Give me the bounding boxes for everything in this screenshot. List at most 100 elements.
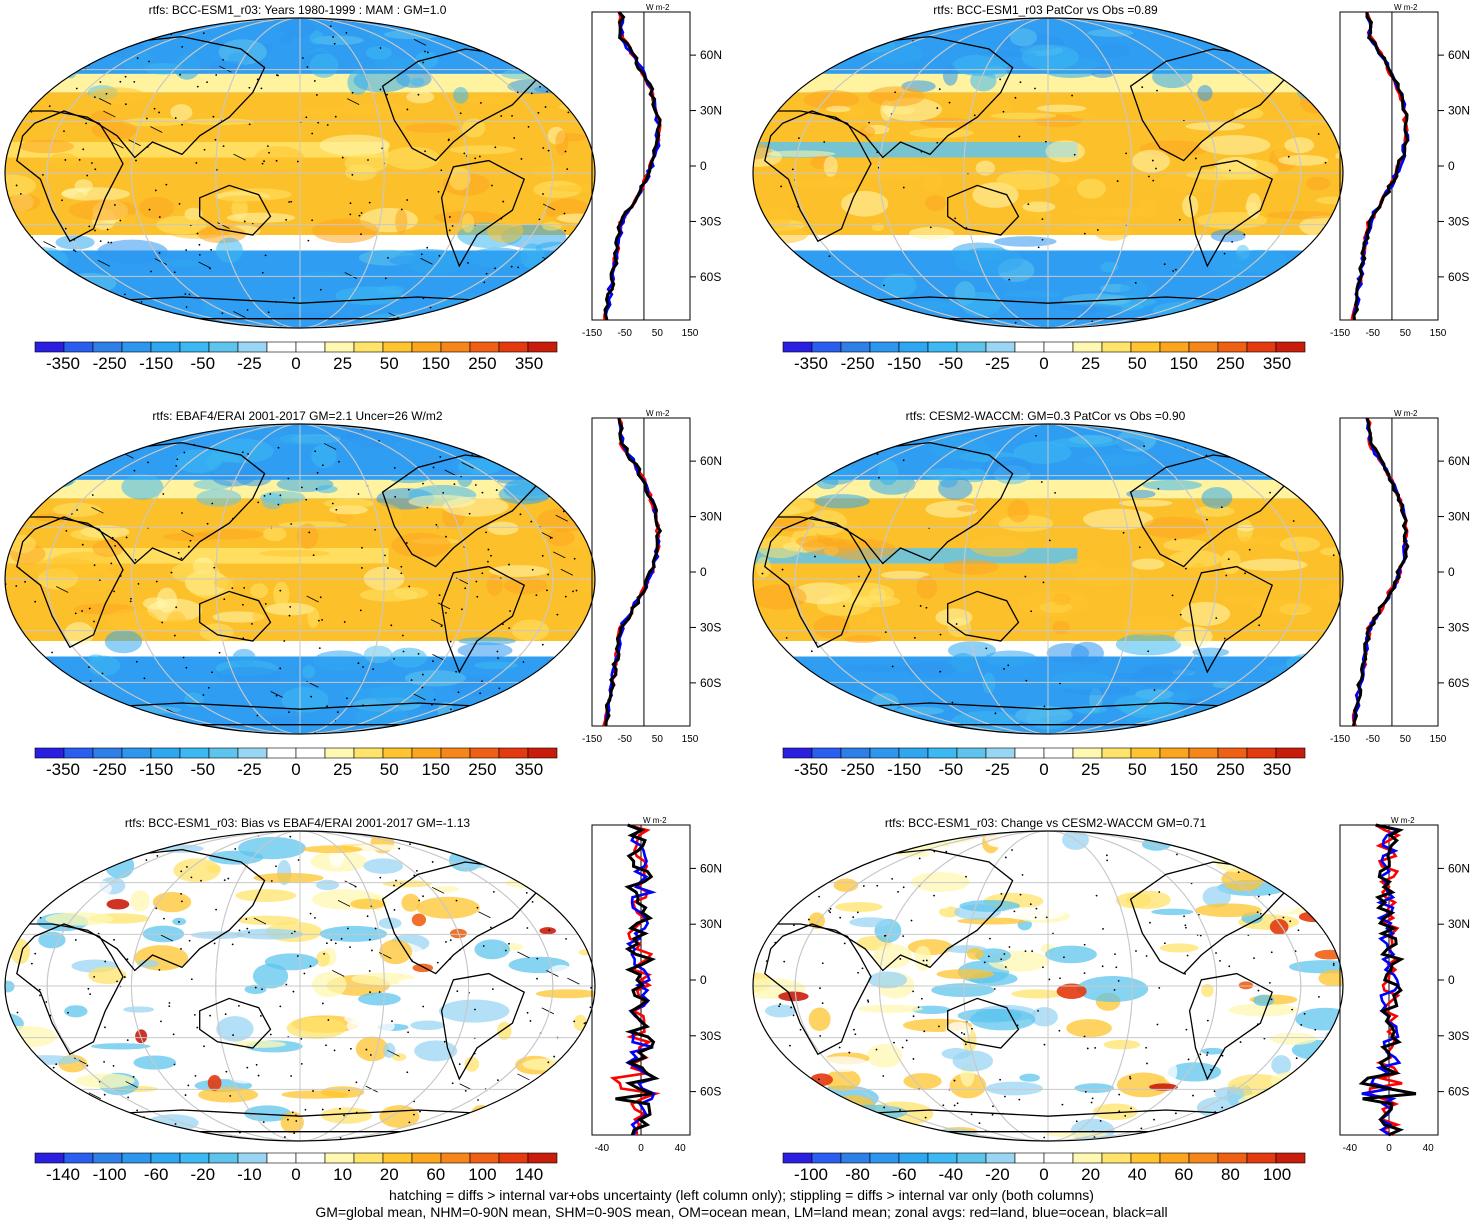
stipple-dot bbox=[95, 299, 98, 302]
field-patch bbox=[1292, 483, 1343, 493]
stipple-dot bbox=[1243, 1112, 1246, 1115]
meridian-gridline bbox=[130, 831, 470, 1141]
field-patch bbox=[1201, 983, 1214, 998]
stipple-dot bbox=[266, 145, 269, 148]
stipple-dot bbox=[132, 1075, 135, 1078]
field-patch bbox=[173, 858, 221, 883]
stipple-dot bbox=[482, 945, 485, 947]
field-patch bbox=[209, 60, 244, 73]
field-patch bbox=[1131, 558, 1165, 570]
colorbar-cell bbox=[34, 747, 65, 759]
stipple-dot bbox=[1000, 892, 1003, 895]
field-patch bbox=[432, 309, 490, 328]
stipple-dot bbox=[449, 640, 452, 643]
stipple-dot bbox=[1317, 133, 1320, 135]
stipple-dot bbox=[843, 605, 845, 607]
field-patch bbox=[264, 953, 319, 971]
stipple-dot bbox=[126, 958, 129, 961]
stipple-dot bbox=[491, 184, 493, 187]
field-patch bbox=[112, 832, 134, 845]
stipple-dot bbox=[270, 880, 273, 882]
stipple-dot bbox=[174, 117, 177, 119]
field-patch bbox=[45, 912, 114, 926]
field-patch bbox=[401, 893, 421, 912]
zonal-tick-label: -150 bbox=[582, 734, 602, 745]
stipple-dot bbox=[146, 117, 148, 120]
stipple-dot bbox=[515, 845, 517, 848]
stipple-dot bbox=[92, 51, 95, 53]
stipple-dot bbox=[76, 509, 79, 511]
stipple-dot bbox=[1061, 1103, 1064, 1106]
colorbar-cell bbox=[440, 747, 471, 759]
stipple-dot bbox=[526, 927, 529, 929]
stipple-dot bbox=[1156, 89, 1158, 92]
colorbar-cell bbox=[1217, 1152, 1248, 1164]
panel-title: rtfs: EBAF4/ERAI 2001-2017 GM=2.1 Uncer=… bbox=[152, 409, 443, 423]
field-patch bbox=[259, 550, 330, 557]
field-patch bbox=[5, 1061, 31, 1077]
stipple-dot bbox=[209, 1014, 212, 1017]
stipple-dot bbox=[134, 314, 136, 316]
stipple-dot bbox=[1299, 266, 1302, 268]
stipple-dot bbox=[64, 159, 67, 161]
colorbar-label: -60 bbox=[144, 1165, 169, 1184]
field-patch bbox=[250, 583, 268, 599]
stipple-dot bbox=[400, 572, 403, 575]
zonal-frame bbox=[1339, 417, 1439, 727]
stipple-dot bbox=[368, 201, 371, 204]
stipple-dot bbox=[902, 459, 905, 462]
stipple-dot bbox=[573, 557, 576, 560]
stipple-dot bbox=[1129, 1077, 1132, 1080]
stipple-dot bbox=[101, 672, 104, 675]
hatch-mark bbox=[517, 1073, 530, 1081]
field-patch bbox=[858, 125, 876, 138]
stipple-dot bbox=[924, 1116, 927, 1119]
field-patch bbox=[1088, 918, 1124, 933]
colorbar-cell bbox=[469, 341, 500, 353]
colorbar-cell bbox=[382, 1152, 413, 1164]
stipple-dot bbox=[866, 1123, 869, 1126]
stipple-dot bbox=[1220, 506, 1223, 509]
colorbar-cell bbox=[266, 341, 297, 353]
stipple-dot bbox=[426, 246, 429, 249]
field-patch bbox=[1013, 441, 1072, 464]
field-patch bbox=[32, 557, 98, 578]
field-patch bbox=[416, 896, 480, 919]
field-patch bbox=[156, 587, 178, 613]
field-patch bbox=[96, 239, 168, 265]
field-patch bbox=[932, 901, 950, 909]
stipple-dot bbox=[1307, 1073, 1310, 1076]
stipple-dot bbox=[190, 876, 193, 879]
stipple-dot bbox=[165, 183, 168, 186]
field-patch bbox=[13, 246, 69, 273]
field-patch bbox=[1290, 37, 1343, 61]
field-patch bbox=[5, 467, 46, 481]
stipple-dot bbox=[365, 1048, 368, 1051]
stipple-dot bbox=[222, 58, 225, 61]
hatch-mark bbox=[154, 258, 168, 265]
hatch-mark bbox=[430, 619, 444, 626]
field-patch bbox=[378, 917, 402, 929]
stipple-dot bbox=[559, 909, 562, 912]
field-patch bbox=[355, 1036, 389, 1062]
stipple-dot bbox=[156, 855, 159, 857]
colorbar-cell bbox=[1072, 1152, 1103, 1164]
field-patch bbox=[1100, 261, 1119, 273]
stipple-dot bbox=[6, 205, 9, 207]
stipple-dot bbox=[557, 887, 559, 890]
stipple-dot bbox=[1174, 538, 1177, 541]
coastline-namerica bbox=[1129, 861, 1285, 975]
stipple-dot bbox=[279, 667, 282, 670]
stipple-dot bbox=[546, 90, 548, 93]
zonal-tick-label: 150 bbox=[682, 734, 699, 745]
stipple-dot bbox=[168, 1005, 171, 1008]
stipple-dot bbox=[418, 899, 421, 902]
field-patch bbox=[825, 1069, 861, 1092]
zonal-units: W m-2 bbox=[1394, 409, 1418, 418]
stipple-dot bbox=[1194, 157, 1197, 160]
stipple-dot bbox=[406, 199, 409, 201]
extreme-patch bbox=[1298, 911, 1329, 923]
colorbar-cell bbox=[898, 747, 929, 759]
stipple-dot bbox=[504, 949, 507, 952]
colorbar-cell bbox=[1014, 1152, 1045, 1164]
